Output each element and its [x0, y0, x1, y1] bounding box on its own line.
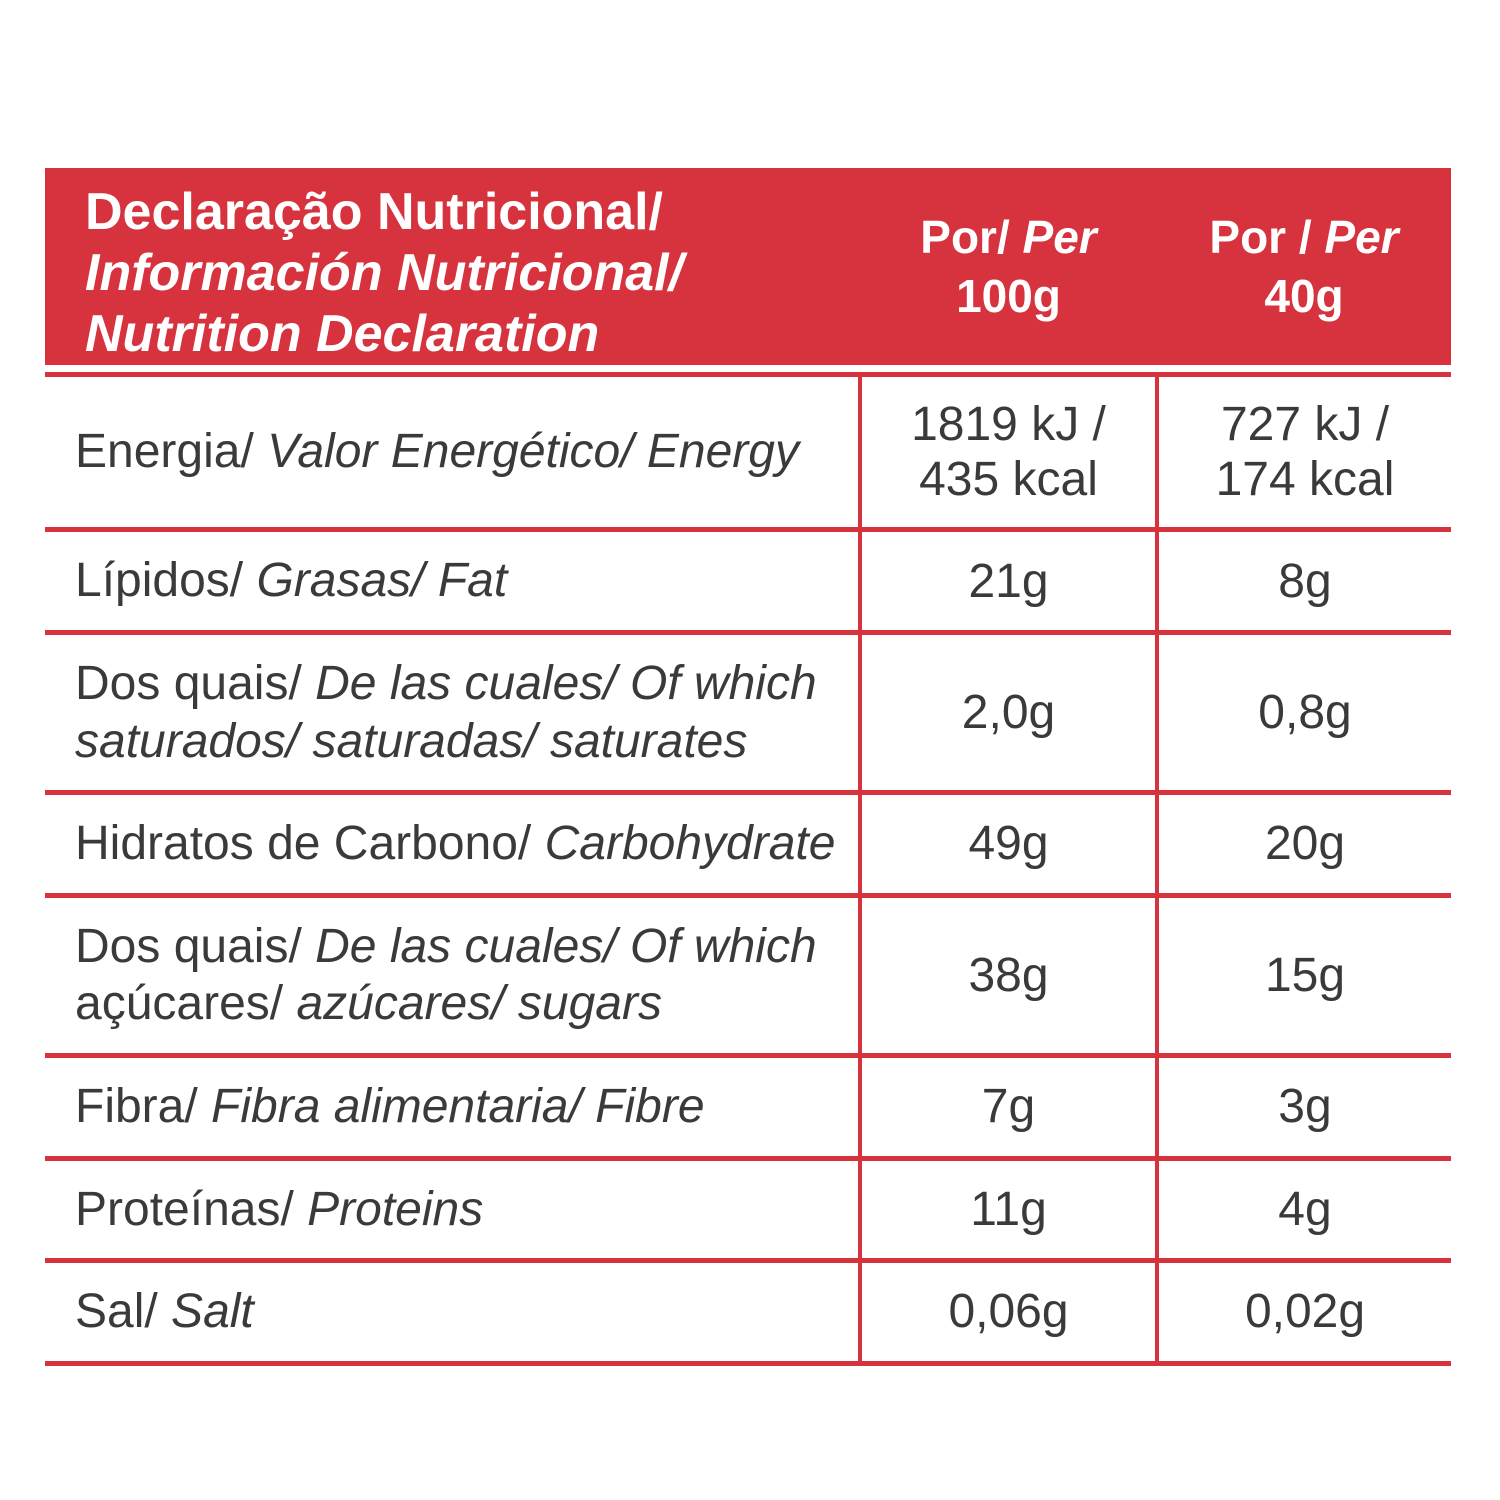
row-energy: Energia/ Valor Energético/ Energy 1819 kJ… [45, 374, 1451, 533]
title-line-en: Nutrition Declaration [85, 304, 600, 363]
title-line-es: Información Nutricional/ [85, 243, 684, 302]
nutrient-label-segment: Energia/ [75, 425, 268, 479]
nutrient-label-segment: Dos quais/ [75, 656, 316, 710]
row-sugars: Dos quais/ De las cuales/ Of which açúcar… [45, 895, 1451, 1058]
row-saturates: Dos quais/ De las cuales/ Of which satura… [45, 632, 1451, 796]
nutrient-label: Proteínas/ Proteins [45, 1158, 860, 1264]
nutrient-label: Dos quais/ De las cuales/ Of which açúcar… [45, 895, 860, 1058]
value-per-40g: 727 kJ /174 kcal [1155, 374, 1451, 533]
value-per-100g: 7g [858, 1055, 1157, 1161]
nutrient-label-segment: Valor Energético/ Energy [267, 425, 799, 479]
per-label: Per [1022, 210, 1097, 263]
row-proteins: Proteínas/ Proteins 11g 4g [45, 1158, 1451, 1264]
value-per-100g: 38g [858, 895, 1157, 1058]
per-100g-amount: 100g [956, 269, 1061, 322]
column-header-per-100g: Por/ Per 100g [860, 168, 1157, 365]
value-per-40g: 3g [1155, 1055, 1451, 1161]
per-100g-line1: Por/ Per [920, 208, 1096, 267]
nutrient-label-segment: Grasas/ Fat [256, 554, 508, 608]
value-per-100g: 2,0g [858, 632, 1157, 796]
nutrient-label-segment: Proteínas/ [75, 1182, 308, 1236]
nutrient-label-segment: Carbohydrate [544, 817, 836, 871]
value-per-40g: 15g [1155, 895, 1451, 1058]
nutrient-label: Lípidos/ Grasas/ Fat [45, 529, 860, 635]
nutrient-label: Dos quais/ De las cuales/ Of which satura… [45, 632, 860, 796]
nutrient-label-segment: açúcares/ [75, 977, 297, 1031]
nutrient-label-segment: saturados/ saturadas/ saturates [75, 714, 748, 768]
row-fibre: Fibra/ Fibra alimentaria/ Fibre 7g 3g [45, 1055, 1451, 1161]
nutrient-label: Fibra/ Fibra alimentaria/ Fibre [45, 1055, 860, 1161]
nutrient-label-segment: azúcares/ sugars [296, 977, 662, 1031]
nutrient-label: Sal/ Salt [45, 1260, 860, 1366]
nutrient-label-segment: Fibra alimentaria/ Fibre [211, 1079, 705, 1133]
nutrition-rows: Energia/ Valor Energético/ Energy 1819 kJ… [45, 372, 1451, 1366]
nutrient-label-segment: Proteins [307, 1182, 484, 1236]
nutrient-label-segment: De las cuales/ Of which [315, 656, 817, 710]
nutrient-label-segment: De las cuales/ Of which [315, 919, 817, 973]
por-label: Por / [1209, 210, 1312, 263]
value-per-100g: 49g [858, 792, 1157, 898]
nutrient-label-segment: Fibra/ [75, 1079, 212, 1133]
nutrient-label-segment: Salt [171, 1285, 254, 1339]
nutrient-label: Energia/ Valor Energético/ Energy [45, 374, 860, 533]
value-per-100g: 21g [858, 529, 1157, 635]
value-per-100g: 0,06g [858, 1260, 1157, 1366]
per-40g-amount: 40g [1264, 269, 1344, 322]
value-per-100g: 11g [858, 1158, 1157, 1264]
table-title: Declaração Nutricional/ Información Nutr… [45, 168, 860, 365]
nutrient-label-segment: Sal/ [75, 1285, 172, 1339]
value-per-40g: 4g [1155, 1158, 1451, 1264]
value-per-40g: 8g [1155, 529, 1451, 635]
row-carbohydrate: Hidratos de Carbono/ Carbohydrate 49g 20g [45, 792, 1451, 898]
table-header: Declaração Nutricional/ Información Nutr… [45, 168, 1451, 365]
nutrient-label-segment: Hidratos de Carbono/ [75, 817, 545, 871]
row-salt: Sal/ Salt 0,06g 0,02g [45, 1260, 1451, 1366]
title-line-pt: Declaração Nutricional/ [85, 183, 663, 241]
value-per-40g: 20g [1155, 792, 1451, 898]
value-per-40g: 0,8g [1155, 632, 1451, 796]
nutrient-label-segment: Lípidos/ [75, 554, 257, 608]
nutrient-label: Hidratos de Carbono/ Carbohydrate [45, 792, 860, 898]
nutrition-table: Declaração Nutricional/ Información Nutr… [45, 168, 1451, 1366]
per-label: Per [1324, 210, 1399, 263]
column-header-per-40g: Por / Per 40g [1157, 168, 1451, 365]
value-per-40g: 0,02g [1155, 1260, 1451, 1366]
value-per-100g: 1819 kJ /435 kcal [858, 374, 1157, 533]
por-label: Por/ [920, 210, 1010, 263]
nutrient-label-segment: Dos quais/ [75, 919, 316, 973]
row-fat: Lípidos/ Grasas/ Fat 21g 8g [45, 529, 1451, 635]
per-40g-line1: Por / Per [1209, 208, 1398, 267]
